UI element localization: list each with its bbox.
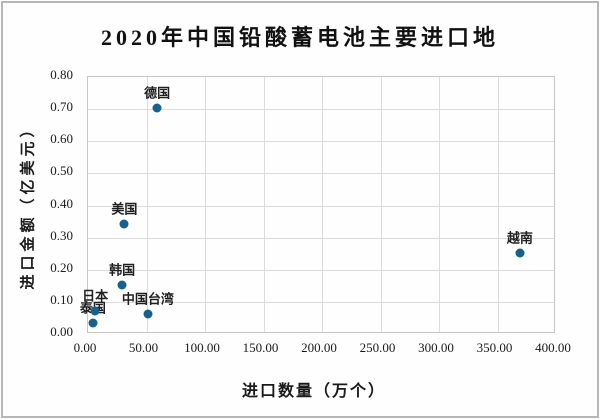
data-point-label: 德国 bbox=[144, 85, 171, 101]
gridline-vertical bbox=[380, 77, 382, 332]
y-tick-label: 0.50 bbox=[50, 163, 73, 179]
y-tick-label: 0.80 bbox=[50, 67, 73, 82]
y-tick-label: 0.40 bbox=[50, 195, 73, 211]
gridline-vertical bbox=[497, 77, 499, 332]
x-tick-label: 200.00 bbox=[301, 340, 337, 355]
data-point bbox=[90, 306, 100, 315]
x-axis-title: 进口数量（万个） bbox=[241, 383, 387, 400]
y-tick-label: 0.30 bbox=[50, 227, 73, 243]
x-tick-label: 250.00 bbox=[359, 340, 396, 355]
x-tick-label: 50.00 bbox=[128, 340, 159, 355]
y-tick-label: 0.60 bbox=[50, 131, 73, 147]
chart-title: 2020年中国铅酸蓄电池主要进口地 bbox=[100, 25, 499, 50]
gridline-horizontal bbox=[88, 109, 554, 111]
gridline-vertical bbox=[205, 77, 206, 332]
gridline-vertical bbox=[439, 77, 440, 332]
data-point-label: 中国台湾 bbox=[121, 291, 174, 307]
gridline-horizontal bbox=[88, 173, 554, 175]
gridline-horizontal bbox=[88, 301, 554, 303]
data-point bbox=[119, 219, 129, 229]
data-point bbox=[143, 309, 153, 319]
x-tick-label: 150.00 bbox=[242, 340, 279, 355]
data-point-label: 美国 bbox=[111, 201, 138, 217]
gridline-horizontal bbox=[88, 269, 554, 271]
data-point bbox=[152, 103, 162, 113]
data-point-label: 韩国 bbox=[109, 262, 136, 278]
y-tick-label: 0.10 bbox=[50, 291, 73, 307]
plot-area bbox=[87, 76, 555, 333]
x-tick-label: 300.00 bbox=[418, 340, 454, 355]
x-tick-label: 100.00 bbox=[184, 340, 220, 355]
x-tick-label: 350.00 bbox=[476, 340, 513, 355]
gridline-horizontal bbox=[88, 237, 554, 239]
y-tick-label: 0.20 bbox=[50, 259, 73, 275]
data-point-label: 日本 bbox=[82, 288, 109, 303]
data-point bbox=[515, 248, 525, 258]
data-point-label: 越南 bbox=[506, 230, 533, 246]
x-tick-label: 400.00 bbox=[535, 340, 571, 355]
gridline-horizontal bbox=[88, 141, 554, 143]
gridline-vertical bbox=[322, 77, 323, 332]
y-tick-label: 0.70 bbox=[50, 99, 73, 115]
data-point bbox=[117, 280, 127, 290]
gridline-vertical bbox=[263, 77, 265, 332]
x-tick-label: 0.00 bbox=[73, 340, 97, 355]
y-tick-label: 0.00 bbox=[50, 324, 73, 339]
data-point bbox=[88, 318, 98, 328]
gridline-vertical bbox=[146, 77, 148, 332]
gridline-horizontal bbox=[88, 205, 554, 207]
